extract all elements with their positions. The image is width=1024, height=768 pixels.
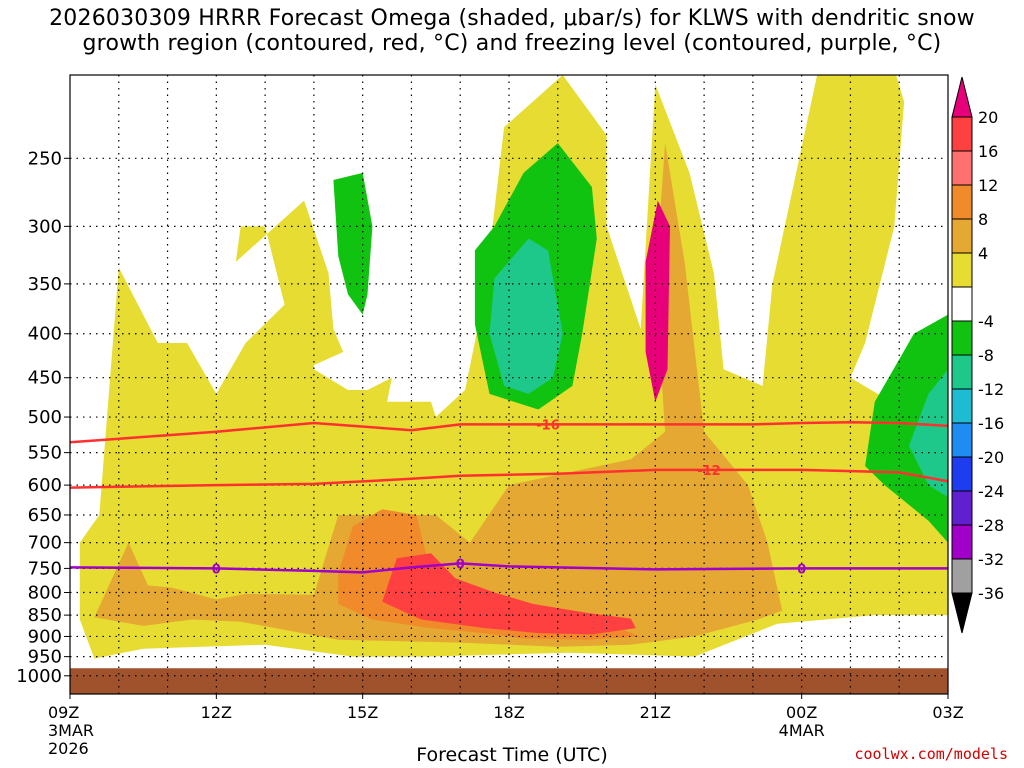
y-tick-label-500: 500 — [28, 407, 62, 428]
colorbar-top-arrow — [951, 76, 973, 118]
y-tick-label-1000: 1000 — [16, 666, 62, 687]
contour-label-0-0: 0 — [212, 562, 221, 577]
y-tick-label-300: 300 — [28, 216, 62, 237]
x-tick-sublabel-09Z: 3MAR — [48, 721, 94, 740]
contour-line-0 — [70, 562, 948, 574]
colorbar-label--16: -16 — [978, 414, 1004, 433]
colorbar-swatch-5 — [951, 252, 973, 288]
x-tick-label-15Z: 15Z — [347, 703, 378, 722]
colorbar-swatch-11 — [951, 456, 973, 492]
colorbar-label--20: -20 — [978, 448, 1004, 467]
y-tick-label-900: 900 — [28, 626, 62, 647]
omega-region-2 — [94, 143, 783, 647]
x-tick-year-label-09Z: 2026 — [48, 739, 89, 758]
ground-surface — [70, 668, 948, 694]
x-tick-label-18Z: 18Z — [493, 703, 524, 722]
contour-label--12-0: -12 — [697, 464, 721, 479]
omega-region-10 — [909, 369, 948, 498]
chart-title-line-1: 2026030309 HRRR Forecast Omega (shaded, … — [49, 6, 975, 31]
colorbar-label--36: -36 — [978, 584, 1004, 603]
colorbar-swatch-13 — [951, 524, 973, 560]
colorbar-swatch-9 — [951, 388, 973, 424]
colorbar-swatch-6 — [951, 286, 973, 322]
y-tick-label-700: 700 — [28, 533, 62, 554]
chart-title-line-2: growth region (contoured, red, °C) and f… — [82, 31, 942, 56]
y-tick-label-250: 250 — [28, 148, 62, 169]
colorbar-label-4: 4 — [978, 244, 988, 263]
x-tick-label-00Z: 00Z — [786, 703, 817, 722]
colorbar-swatch-7 — [951, 320, 973, 356]
y-tick-label-550: 550 — [28, 443, 62, 464]
colorbar-swatch-2 — [951, 150, 973, 186]
colorbar-label-20: 20 — [978, 108, 998, 127]
contour-label-0-1: 0 — [456, 557, 465, 572]
colorbar-swatch-14 — [951, 558, 973, 594]
y-tick-label-400: 400 — [28, 324, 62, 345]
contour-line--16 — [70, 420, 948, 444]
y-tick-label-650: 650 — [28, 505, 62, 526]
colorbar-label--4: -4 — [978, 312, 994, 331]
colorbar-swatch-1 — [951, 116, 973, 152]
colorbar-label--12: -12 — [978, 380, 1004, 399]
omega-region-4 — [382, 553, 636, 635]
colorbar-label-12: 12 — [978, 176, 998, 195]
omega-region-6 — [333, 172, 373, 315]
colorbar-swatch-3 — [951, 184, 973, 220]
y-tick-label-850: 850 — [28, 605, 62, 626]
omega-region-5 — [645, 200, 670, 402]
y-tick-label-800: 800 — [28, 582, 62, 603]
y-tick-label-600: 600 — [28, 475, 62, 496]
y-tick-label-950: 950 — [28, 647, 62, 668]
colorbar-label-8: 8 — [978, 210, 988, 229]
omega-region-9 — [865, 314, 948, 543]
colorbar-label-16: 16 — [978, 142, 998, 161]
site-credit: coolwx.com/models — [854, 745, 1008, 763]
colorbar-swatch-8 — [951, 354, 973, 390]
contour-label-0-2: 0 — [797, 562, 806, 577]
y-tick-label-350: 350 — [28, 274, 62, 295]
colorbar-swatch-4 — [951, 218, 973, 254]
colorbar-label--32: -32 — [978, 550, 1004, 569]
x-tick-label-12Z: 12Z — [201, 703, 232, 722]
x-tick-label-09Z: 09Z — [48, 703, 79, 722]
omega-region-8 — [489, 238, 563, 394]
colorbar-swatch-10 — [951, 422, 973, 458]
colorbar-swatch-12 — [951, 490, 973, 526]
colorbar-bottom-arrow — [951, 592, 973, 634]
colorbar-label--24: -24 — [978, 482, 1004, 501]
x-tick-label-21Z: 21Z — [640, 703, 671, 722]
y-tick-label-450: 450 — [28, 368, 62, 389]
x-tick-label-03Z: 03Z — [932, 703, 963, 722]
contour-line--12 — [70, 468, 948, 489]
x-tick-sublabel-00Z: 4MAR — [779, 721, 825, 740]
colorbar-label--8: -8 — [978, 346, 994, 365]
colorbar-label--28: -28 — [978, 516, 1004, 535]
x-axis-label: Forecast Time (UTC) — [416, 744, 608, 766]
contour-label--16-0: -16 — [536, 418, 560, 433]
y-tick-label-750: 750 — [28, 558, 62, 579]
